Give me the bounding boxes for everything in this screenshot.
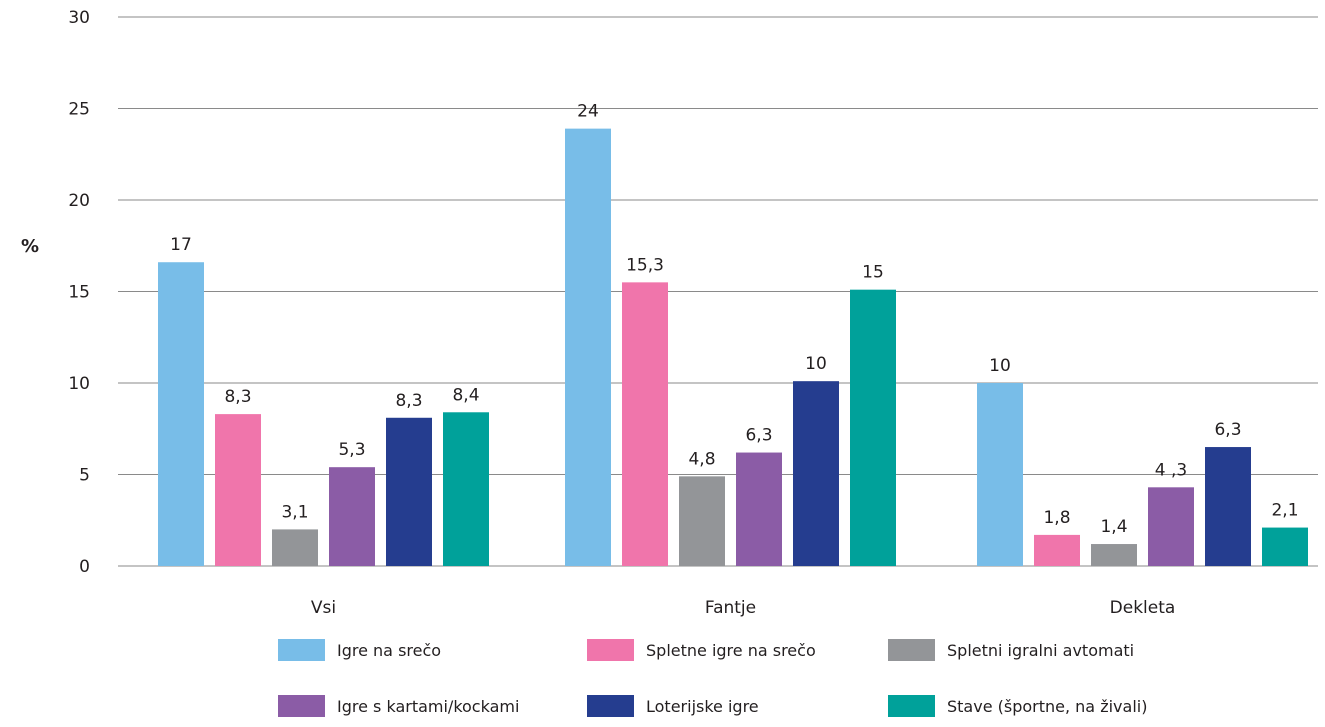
y-axis-label: %	[21, 236, 39, 257]
bar	[158, 262, 204, 566]
data-label: 17	[170, 235, 192, 255]
bar	[1034, 534, 1080, 566]
bar	[1091, 544, 1137, 566]
data-label: 6,3	[745, 426, 772, 446]
legend-swatch	[888, 695, 935, 717]
category-label: Fantje	[705, 598, 756, 618]
y-tick-label: 30	[68, 8, 90, 28]
y-tick-label: 20	[68, 191, 90, 211]
legend-label: Loterijske igre	[646, 697, 759, 716]
legend-swatch	[888, 639, 935, 661]
y-tick-label: 25	[68, 100, 90, 120]
y-tick-label: 5	[79, 466, 90, 486]
data-label: 15	[862, 263, 884, 283]
data-label: 4,8	[688, 449, 715, 469]
bar	[679, 476, 725, 566]
data-label: 15,3	[626, 255, 664, 275]
bar	[1205, 447, 1251, 566]
legend-swatch	[278, 639, 325, 661]
legend-label: Igre na srečo	[337, 641, 441, 660]
y-tick-label: 10	[68, 374, 90, 394]
legend-label: Spletni igralni avtomati	[947, 641, 1134, 660]
bar	[977, 383, 1023, 566]
bar	[736, 452, 782, 566]
data-label: 6,3	[1214, 420, 1241, 440]
bar	[622, 282, 668, 566]
legend: Igre na srečo Spletne igre na srečo Spletn…	[278, 639, 1147, 717]
data-label: 10	[805, 354, 827, 374]
legend-swatch	[587, 639, 634, 661]
legend-label: Igre s kartami/kockami	[337, 697, 519, 716]
data-label: 2,1	[1271, 501, 1298, 521]
bar	[565, 128, 611, 566]
legend-label: Spletne igre na srečo	[646, 641, 816, 660]
data-label: 24	[577, 102, 599, 122]
data-label: 8,4	[452, 385, 479, 405]
bar	[329, 467, 375, 566]
grid: 0 5 10 15 20 25 30	[68, 8, 1318, 577]
legend-label: Stave (športne, na živali)	[947, 697, 1147, 716]
bar	[850, 289, 896, 566]
bar	[793, 381, 839, 566]
data-labels: 17 8,3 3,1 5,3 8,3 8,4 24 15,3 4,8 6,3 10 15 10 1,8 1,…	[170, 102, 1298, 537]
category-label: Dekleta	[1110, 598, 1176, 618]
category-labels: Vsi Fantje Dekleta	[311, 598, 1175, 618]
bars	[158, 128, 1308, 566]
category-label: Vsi	[311, 598, 336, 618]
y-tick-label: 15	[68, 283, 90, 303]
data-label: 1,8	[1043, 508, 1070, 528]
data-label: 3,1	[281, 502, 308, 522]
bar	[1148, 487, 1194, 566]
data-label: 4 ,3	[1155, 460, 1187, 480]
y-tick-label: 0	[79, 557, 90, 577]
data-label: 5,3	[338, 440, 365, 460]
bar	[215, 414, 261, 566]
legend-swatch	[278, 695, 325, 717]
data-label: 10	[989, 356, 1011, 376]
bar	[443, 412, 489, 566]
legend-swatch	[587, 695, 634, 717]
data-label: 8,3	[224, 387, 251, 407]
bar	[1262, 527, 1308, 566]
data-label: 1,4	[1100, 517, 1127, 537]
bar	[272, 529, 318, 566]
bar	[386, 417, 432, 566]
data-label: 8,3	[395, 391, 422, 411]
